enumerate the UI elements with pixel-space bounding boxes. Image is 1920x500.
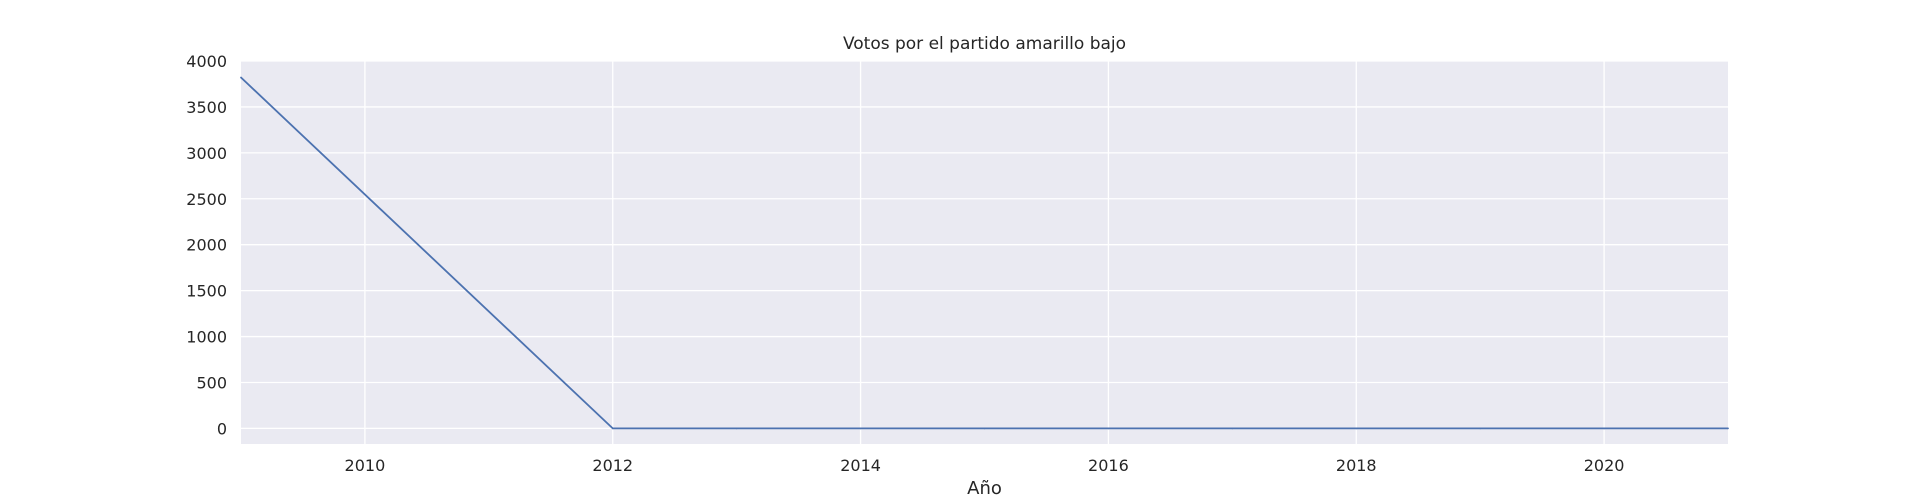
y-tick-label: 3500 (186, 98, 227, 117)
x-tick-label: 2014 (840, 456, 881, 475)
data-point (1603, 427, 1605, 430)
plot-area (241, 61, 1728, 444)
y-tick-label: 2500 (186, 190, 227, 209)
x-tick-label: 2018 (1336, 456, 1377, 475)
data-point (859, 427, 862, 430)
y-tick-label: 3000 (186, 144, 227, 163)
x-tick-label: 2016 (1088, 456, 1129, 475)
y-axis-ticks: 0 500 1000 1500 2000 2500 3000 3500 4000 (186, 52, 227, 438)
data-point (1355, 427, 1358, 430)
data-point (611, 427, 614, 430)
data-point (1107, 427, 1110, 430)
x-tick-label: 2012 (592, 456, 633, 475)
y-tick-label: 1500 (186, 282, 227, 301)
y-tick-label: 0 (217, 419, 227, 438)
y-tick-label: 2000 (186, 236, 227, 255)
y-tick-label: 4000 (186, 52, 227, 71)
series-layer (240, 76, 1729, 430)
y-tick-label: 1000 (186, 328, 227, 347)
data-point (983, 427, 986, 430)
data-point (1479, 427, 1482, 430)
x-axis-ticks: 2010 2012 2014 2016 2018 2020 (345, 456, 1625, 475)
data-point (1727, 427, 1729, 430)
data-point (1231, 427, 1234, 430)
gridlines (241, 60, 1728, 444)
chart-title: Votos por el partido amarillo bajo (843, 34, 1126, 54)
x-tick-label: 2020 (1584, 456, 1625, 475)
y-tick-label: 500 (196, 373, 227, 392)
data-point (240, 76, 242, 79)
x-tick-label: 2010 (345, 456, 386, 475)
data-point (735, 427, 738, 430)
x-axis-label: Año (967, 478, 1002, 499)
